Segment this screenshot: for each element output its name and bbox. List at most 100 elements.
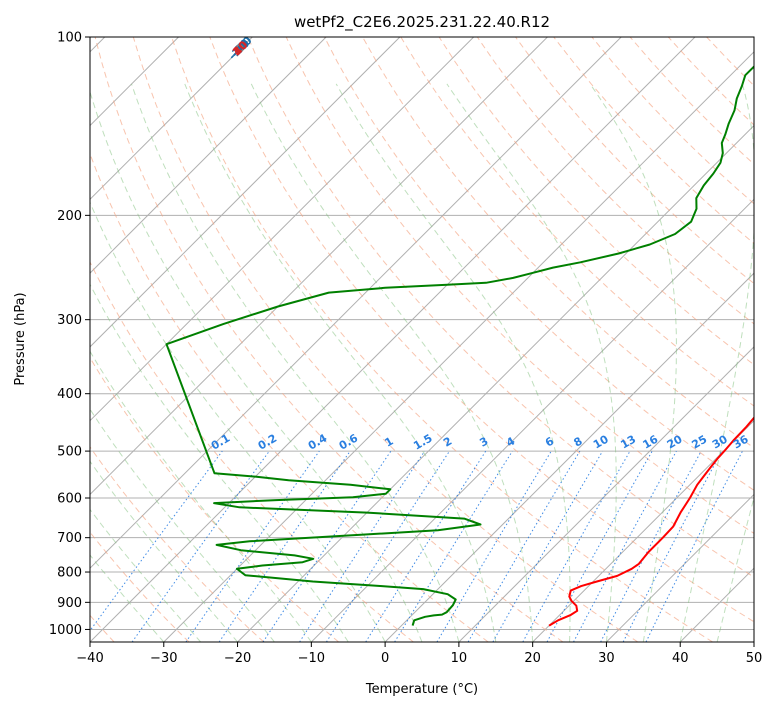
moist-adiabat (90, 90, 423, 642)
y-tick-label: 300 (57, 313, 82, 328)
x-tick-label: −30 (150, 651, 177, 666)
mixing-ratio-line (645, 450, 743, 642)
mixing-ratio-label: 10 (591, 432, 611, 451)
x-tick-label: 50 (746, 651, 763, 666)
moist-adiabat (90, 283, 349, 642)
dry-adiabat (667, 37, 754, 126)
y-tick-label: 900 (57, 596, 82, 611)
isotherm-line (532, 419, 754, 642)
dry-adiabat (515, 37, 754, 285)
moist-adiabat (90, 408, 275, 642)
mixing-ratio-line (436, 450, 552, 642)
x-tick-label: −10 (298, 651, 325, 666)
dry-adiabat (553, 37, 754, 245)
moist-adiabat (90, 554, 165, 642)
x-tick-label: 0 (381, 651, 389, 666)
y-tick-label: 1000 (49, 623, 82, 638)
isotherm-line (90, 37, 253, 201)
dry-adiabat (90, 531, 190, 642)
x-tick-label: 30 (598, 651, 615, 666)
temperature-trace (548, 416, 754, 627)
mixing-ratio-label: 13 (618, 433, 638, 452)
dry-adiabat (171, 37, 713, 642)
mixing-ratio-label: 1.5 (411, 432, 434, 453)
dry-adiabat (285, 37, 754, 535)
mixing-ratio-line (262, 450, 392, 642)
y-tick-label: 500 (57, 445, 82, 460)
mixing-ratio-label: 20 (665, 432, 685, 451)
moist-adiabat (131, 83, 460, 642)
plot-frame (89, 36, 755, 643)
mixing-ratio-line (185, 450, 320, 642)
dry-adiabat (591, 37, 754, 205)
dry-adiabat (323, 37, 754, 491)
mixing-ratio-line (573, 450, 677, 642)
mixing-ratio-line (131, 450, 270, 642)
y-tick-label: 700 (57, 531, 82, 546)
y-axis-label: Pressure (hPa) (13, 292, 28, 385)
mixing-ratio-line (218, 450, 351, 642)
dry-adiabat (476, 37, 754, 325)
isotherm-line (606, 493, 754, 642)
mixing-ratio-line (522, 450, 631, 642)
moist-adiabat (90, 508, 202, 642)
y-tick-label: 100 (57, 31, 82, 46)
isotherm-line (90, 37, 622, 569)
dewpoint-trace (165, 65, 754, 626)
mixing-ratio-label: 36 (731, 432, 751, 451)
mixing-ratio-line (600, 450, 702, 642)
x-tick-label: 40 (672, 651, 689, 666)
dry-adiabat (247, 37, 754, 578)
mixing-ratio-label: 0.2 (256, 432, 279, 453)
isotherm-line (90, 37, 475, 422)
moist-adiabat (90, 350, 312, 642)
dry-adiabat (629, 37, 754, 165)
chart-title: wetPf2_C2E6.2025.231.22.40.R12 (294, 13, 550, 32)
moist-adiabat (250, 83, 534, 642)
dry-adiabat (438, 37, 754, 366)
isotherm-line (458, 346, 754, 642)
isotherm-line (90, 37, 401, 348)
mixing-ratio-label: 0.4 (306, 431, 330, 452)
mixing-ratio-label: 8 (572, 435, 585, 450)
mixing-ratio-label: 0.1 (209, 432, 232, 453)
dry-adiabat (90, 446, 265, 642)
isotherm-line (310, 198, 754, 642)
mixing-ratio-label: 16 (641, 432, 661, 451)
dry-adiabat (132, 37, 639, 642)
mixing-ratio-line (299, 450, 426, 642)
isotherm-line (90, 37, 696, 642)
y-tick-label: 200 (57, 209, 82, 224)
dry-adiabat (90, 152, 489, 642)
mixing-ratio-label: 1 (383, 435, 396, 450)
dry-adiabat (90, 260, 414, 642)
mixing-ratio-line (325, 450, 450, 642)
axis-ticks: −40 −30 −20 −10 0 10 20 30 40 50 1000 900 800 700 600 5… (49, 31, 762, 667)
mixing-ratio-line (365, 450, 487, 642)
isotherm-line (384, 272, 754, 642)
x-axis-label: Temperature (°C) (365, 682, 478, 697)
y-tick-label: 800 (57, 566, 82, 581)
background-lines (90, 37, 754, 642)
x-tick-label: −40 (76, 651, 103, 666)
dry-adiabat (94, 37, 564, 642)
sounding-traces (165, 65, 754, 627)
moist-adiabat (335, 83, 571, 642)
moist-adiabat (446, 83, 617, 642)
mixing-ratio-line (394, 450, 513, 642)
moist-adiabat (184, 83, 497, 642)
y-tick-label: 400 (57, 387, 82, 402)
isotherm-line (90, 37, 327, 274)
mixing-ratio-line (467, 450, 581, 642)
x-tick-label: −20 (224, 651, 251, 666)
x-tick-label: 10 (451, 651, 468, 666)
dry-adiabat (90, 356, 339, 642)
moist-adiabat (90, 460, 238, 642)
isotherm-line (237, 124, 754, 642)
mixing-ratio-label: 25 (690, 433, 710, 452)
mixing-ratio-line (90, 450, 223, 632)
isotherm-line (753, 641, 754, 642)
x-tick-label: 20 (524, 651, 541, 666)
moist-adiabat (679, 83, 754, 642)
